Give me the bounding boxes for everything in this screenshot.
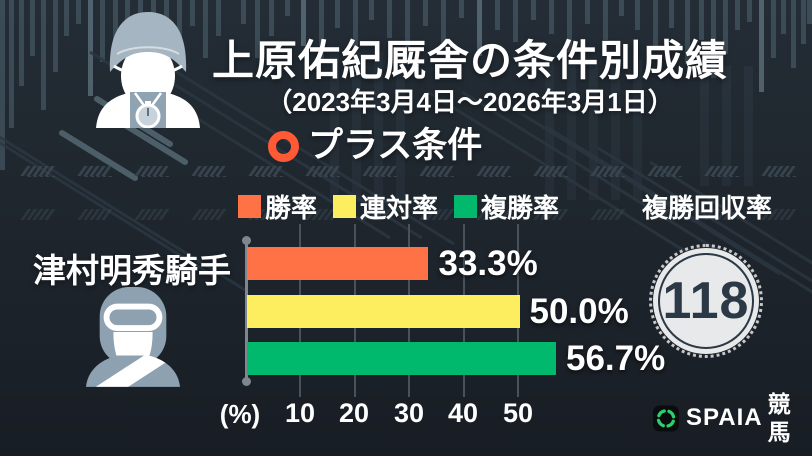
bar-value-rentai-rate: 50.0% (529, 292, 629, 331)
x-tick-30: 30 (393, 398, 425, 428)
legend-label-rentai-rate: 連対率 (360, 193, 439, 223)
legend-item-win-rate: 勝率 (238, 188, 317, 225)
legend-swatch-fukusho-rate (454, 195, 478, 218)
legend-label-fukusho-rate: 複勝率 (481, 193, 560, 223)
badge-inner-ring (658, 253, 754, 349)
x-axis-unit-label: (%) (219, 399, 261, 429)
trainer-icon (96, 12, 200, 128)
plus-circle-icon (268, 130, 299, 162)
legend-label-win-rate: 勝率 (265, 193, 318, 223)
logo-brand-text: SPAIA (686, 404, 763, 431)
section-label: プラス条件 (308, 126, 483, 165)
page-title: 上原佑紀厩舎の条件別成績 (211, 37, 728, 84)
return-rate-badge: 118 (649, 244, 763, 358)
jockey-name: 津村明秀騎手 (33, 252, 231, 289)
bar-fukusho-rate (247, 342, 556, 375)
legend-swatch-rentai-rate (333, 195, 357, 218)
spaia-logo-icon (653, 404, 680, 432)
x-tick-50: 50 (502, 398, 534, 428)
bar-value-win-rate: 33.3% (438, 244, 538, 283)
x-tick-20: 20 (338, 398, 370, 428)
bar-win-rate (247, 247, 429, 280)
spaia-keiba-logo: SPAIA 競馬 (653, 391, 812, 445)
y-axis-line (242, 236, 251, 386)
legend-item-fukusho-rate: 複勝率 (454, 188, 559, 225)
logo-suffix-text: 競馬 (767, 391, 791, 445)
date-range: （2023年3月4日～2026年3月1日） (266, 87, 674, 117)
return-rate-heading: 複勝回収率 (641, 193, 772, 223)
section-header: プラス条件 (268, 127, 482, 165)
chart-legend: 勝率 連対率 複勝率 (238, 188, 559, 225)
x-tick-10: 10 (284, 398, 316, 428)
legend-item-rentai-rate: 連対率 (333, 188, 438, 225)
jockey-icon (85, 286, 181, 387)
legend-swatch-win-rate (238, 195, 261, 218)
bar-value-fukusho-rate: 56.7% (566, 339, 666, 378)
bar-rentai-rate (247, 295, 520, 328)
x-tick-40: 40 (447, 398, 479, 428)
